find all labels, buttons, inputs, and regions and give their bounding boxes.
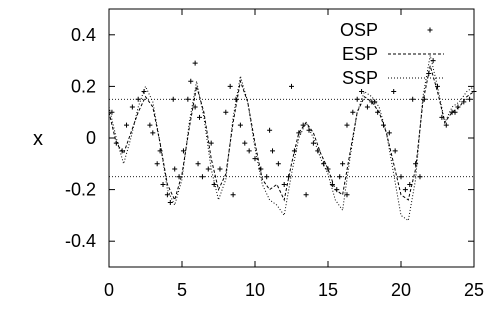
y-tick-label: 0.2	[71, 76, 96, 96]
osp-point	[391, 89, 397, 95]
osp-point	[303, 192, 309, 198]
osp-point	[172, 166, 178, 172]
x-tick-label: 5	[177, 280, 187, 300]
osp-point	[275, 161, 281, 167]
osp-point	[188, 78, 194, 84]
osp-point	[364, 104, 370, 110]
osp-point	[147, 122, 153, 128]
osp-point	[217, 166, 223, 172]
osp-point	[340, 161, 346, 167]
osp-point	[386, 130, 392, 136]
legend-label-osp: OSP	[340, 20, 378, 40]
series-layer	[108, 55, 477, 222]
x-tick-label: 20	[391, 280, 411, 300]
legend-label-esp: ESP	[342, 44, 378, 64]
plot-frame	[108, 8, 475, 268]
x-tick-label: 15	[318, 280, 338, 300]
osp-point	[258, 166, 264, 172]
ssp-line	[108, 55, 475, 222]
osp-point	[192, 104, 198, 110]
osp-point	[306, 127, 312, 133]
osp-point	[289, 83, 294, 89]
osp-point	[410, 96, 416, 102]
x-tick-label: 0	[104, 280, 114, 300]
osp-point	[344, 122, 350, 128]
osp-point	[350, 109, 356, 115]
osp-point	[109, 109, 115, 115]
osp-point	[281, 181, 287, 187]
reference-lines	[109, 98, 474, 178]
x-tick-label: 25	[464, 280, 484, 300]
y-tick-label: 0.4	[71, 25, 96, 45]
osp-point	[199, 174, 205, 180]
osp-point	[233, 96, 239, 102]
osp-point	[195, 161, 201, 167]
osp-point	[185, 96, 191, 102]
osp-point	[211, 181, 217, 187]
x-tick-label: 10	[245, 280, 265, 300]
osp-point	[129, 104, 135, 110]
osp-point	[329, 181, 335, 187]
ticks-layer: 0 5 10 15 20 25 -0.4 -0.2 0 0.2 0.4	[65, 9, 484, 300]
osp-point	[321, 161, 327, 167]
osp-point	[124, 122, 130, 128]
osp-point	[160, 181, 166, 187]
osp-point	[344, 192, 350, 198]
osp-point	[208, 140, 214, 146]
osp-point	[421, 96, 427, 102]
osp-point	[270, 148, 276, 154]
osp-point	[227, 83, 233, 89]
y-axis-label: x	[33, 128, 43, 150]
esp-line	[108, 65, 475, 202]
osp-point	[392, 148, 398, 154]
osp-point	[170, 96, 176, 102]
osp-point	[223, 109, 229, 115]
legend: OSP ESP SSP	[340, 20, 444, 88]
osp-point	[435, 83, 440, 89]
osp-point	[359, 89, 365, 95]
osp-point	[467, 96, 473, 102]
osp-point	[267, 127, 273, 133]
osp-point	[150, 130, 156, 136]
osp-point	[337, 174, 343, 180]
osp-point	[455, 104, 461, 110]
legend-label-ssp: SSP	[342, 68, 378, 88]
osp-point	[252, 156, 258, 162]
osp-point	[246, 148, 252, 154]
osp-point	[354, 96, 360, 102]
osp-point	[205, 166, 211, 172]
osp-point	[164, 192, 170, 198]
osp-point	[154, 161, 160, 167]
osp-point	[192, 60, 198, 66]
osp-point	[443, 122, 449, 128]
osp-point	[135, 96, 141, 102]
osp-point	[230, 192, 236, 198]
osp-point	[417, 174, 423, 180]
legend-marker-osp	[427, 27, 433, 33]
osp-point	[237, 122, 243, 128]
osp-point	[407, 181, 413, 187]
y-tick-label: -0.4	[65, 231, 96, 251]
y-tick-label: 0	[86, 128, 96, 148]
osp-point	[398, 174, 404, 180]
y-tick-label: -0.2	[65, 180, 96, 200]
osp-point	[242, 140, 248, 146]
osp-point	[167, 200, 173, 205]
osp-point	[325, 166, 331, 172]
osp-point	[402, 187, 408, 193]
osp-point	[197, 114, 203, 120]
osp-point	[264, 174, 270, 180]
osp-point	[180, 148, 186, 154]
